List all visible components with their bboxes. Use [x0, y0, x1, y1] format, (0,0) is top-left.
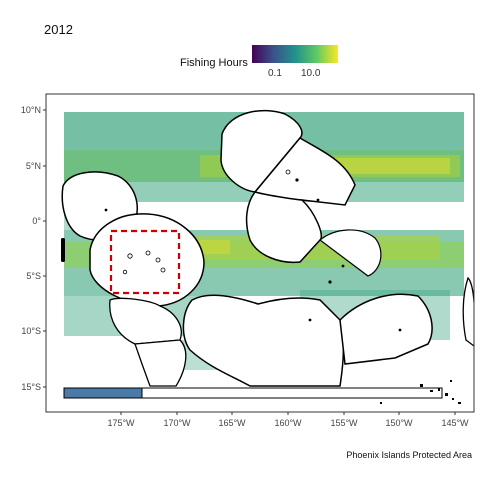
panel-border: [45, 93, 475, 413]
x-axis: 175°W 170°W 165°W 160°W 155°W 150°W 145°…: [107, 412, 469, 428]
legend-tick-label: 0.1: [268, 68, 282, 79]
map-caption: Phoenix Islands Protected Area: [346, 450, 472, 460]
x-tick-label: 145°W: [441, 418, 469, 428]
eez-boundary-south-west: [109, 297, 182, 345]
island-marker: [328, 280, 332, 284]
island-marker: [127, 253, 133, 259]
eez-boundary-south-east: [339, 293, 433, 365]
legend-color-bar: [252, 45, 338, 63]
island-marker: [285, 169, 291, 175]
x-tick-label: 165°W: [218, 418, 246, 428]
y-axis: 10°N 5°N 0° 5°S 10°S 15°S: [21, 105, 46, 392]
island-marker: [341, 264, 345, 268]
legend-title: Fishing Hours: [180, 57, 248, 69]
legend-tick-label: 10.0: [301, 68, 321, 79]
legend-tick-mark: [276, 63, 277, 67]
y-tick-label: 10°S: [21, 326, 41, 336]
island-marker: [398, 328, 402, 332]
island-marker: [308, 318, 312, 322]
eez-boundary-south: [134, 339, 187, 387]
x-tick-label: 175°W: [107, 418, 135, 428]
legend-tick-mark: [311, 63, 312, 67]
y-tick-label: 10°N: [21, 105, 41, 115]
map-title: 2012: [44, 22, 73, 37]
eez-boundary-central: [245, 191, 322, 264]
x-tick-label: 160°W: [274, 418, 302, 428]
island-marker: [122, 269, 128, 275]
x-tick-label: 155°W: [330, 418, 358, 428]
fishing-effort-layer: [61, 109, 474, 404]
island-marker: [155, 257, 161, 263]
island-marker: [316, 198, 320, 202]
island-marker: [295, 178, 299, 182]
fishing-hotspot: [330, 158, 450, 174]
island-marker: [160, 267, 166, 273]
y-tick-label: 5°S: [26, 271, 41, 281]
x-tick-label: 150°W: [385, 418, 413, 428]
land-edge-marker: [61, 238, 65, 262]
eez-boundary-north: [220, 109, 303, 193]
y-tick-label: 0°: [32, 216, 41, 226]
eez-boundary-far-east: [462, 276, 474, 347]
y-tick-label: 15°S: [21, 382, 41, 392]
island-marker: [145, 250, 151, 256]
island-chain: [380, 380, 461, 404]
y-tick-label: 5°N: [26, 161, 41, 171]
island-marker: [104, 208, 108, 212]
x-tick-label: 170°W: [163, 418, 191, 428]
eez-boundary-east: [319, 229, 382, 277]
pipa-boundary-box: [109, 229, 181, 295]
scale-bar-filled: [63, 387, 143, 399]
